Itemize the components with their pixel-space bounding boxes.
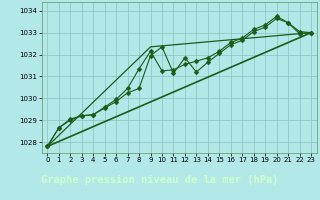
Text: Graphe pression niveau de la mer (hPa): Graphe pression niveau de la mer (hPa) [41,175,279,185]
